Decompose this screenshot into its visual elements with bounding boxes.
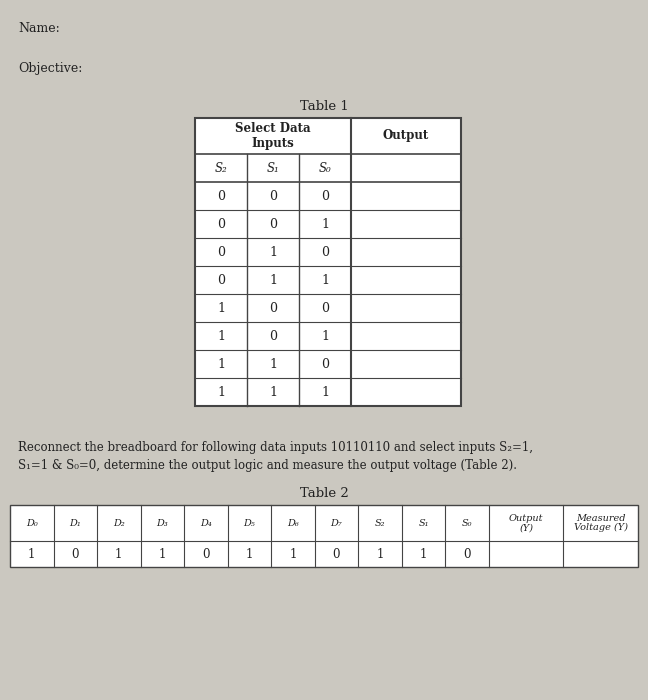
Text: 1: 1: [159, 547, 166, 561]
Text: 1: 1: [321, 386, 329, 398]
Bar: [10, 505, 638, 567]
Text: 1: 1: [420, 547, 427, 561]
Text: 0: 0: [321, 302, 329, 314]
Text: 1: 1: [217, 302, 225, 314]
Text: 1: 1: [217, 330, 225, 342]
Text: 1: 1: [115, 547, 122, 561]
Text: D₄: D₄: [200, 519, 212, 528]
Text: Select Data
Inputs: Select Data Inputs: [235, 122, 311, 150]
Text: D₀: D₀: [26, 519, 38, 528]
Bar: [195, 118, 461, 406]
Text: 0: 0: [321, 246, 329, 258]
Text: Table 1: Table 1: [299, 100, 349, 113]
Text: 1: 1: [217, 358, 225, 370]
Text: 0: 0: [321, 190, 329, 202]
Text: Objective:: Objective:: [18, 62, 82, 75]
Text: 1: 1: [269, 386, 277, 398]
Text: D₅: D₅: [244, 519, 255, 528]
Text: 0: 0: [463, 547, 470, 561]
Text: 1: 1: [269, 274, 277, 286]
Text: 0: 0: [71, 547, 79, 561]
Text: Output: Output: [383, 130, 429, 143]
Text: D₂: D₂: [113, 519, 124, 528]
Text: 0: 0: [202, 547, 209, 561]
Text: 0: 0: [269, 330, 277, 342]
Text: S₁=1 & S₀=0, determine the output logic and measure the output voltage (Table 2): S₁=1 & S₀=0, determine the output logic …: [18, 459, 517, 472]
Text: 1: 1: [28, 547, 36, 561]
Text: Table 2: Table 2: [299, 487, 349, 500]
Text: Reconnect the breadboard for following data inputs 10110110 and select inputs S₂: Reconnect the breadboard for following d…: [18, 441, 533, 454]
Text: D₇: D₇: [330, 519, 342, 528]
Text: D₆: D₆: [287, 519, 299, 528]
Text: 1: 1: [246, 547, 253, 561]
Text: 1: 1: [376, 547, 384, 561]
Text: S₂: S₂: [214, 162, 227, 174]
Text: 0: 0: [217, 218, 225, 230]
Text: D₃: D₃: [156, 519, 168, 528]
Text: 0: 0: [217, 190, 225, 202]
Text: S₁: S₁: [418, 519, 429, 528]
Text: 1: 1: [217, 386, 225, 398]
Text: 0: 0: [332, 547, 340, 561]
Text: 1: 1: [321, 218, 329, 230]
Text: Name:: Name:: [18, 22, 60, 35]
Text: 1: 1: [321, 274, 329, 286]
Text: S₀: S₀: [319, 162, 331, 174]
Text: Output
(Y): Output (Y): [509, 514, 543, 532]
Text: 1: 1: [321, 330, 329, 342]
Text: 0: 0: [217, 274, 225, 286]
Text: D₁: D₁: [69, 519, 81, 528]
Text: 0: 0: [217, 246, 225, 258]
Text: 0: 0: [269, 218, 277, 230]
Text: 0: 0: [269, 190, 277, 202]
Text: 0: 0: [321, 358, 329, 370]
Text: S₀: S₀: [462, 519, 472, 528]
Text: 1: 1: [289, 547, 297, 561]
Text: S₁: S₁: [266, 162, 279, 174]
Text: Measured
Voltage (Y): Measured Voltage (Y): [573, 514, 628, 533]
Text: 0: 0: [269, 302, 277, 314]
Text: 1: 1: [269, 358, 277, 370]
Text: 1: 1: [269, 246, 277, 258]
Text: S₂: S₂: [375, 519, 385, 528]
